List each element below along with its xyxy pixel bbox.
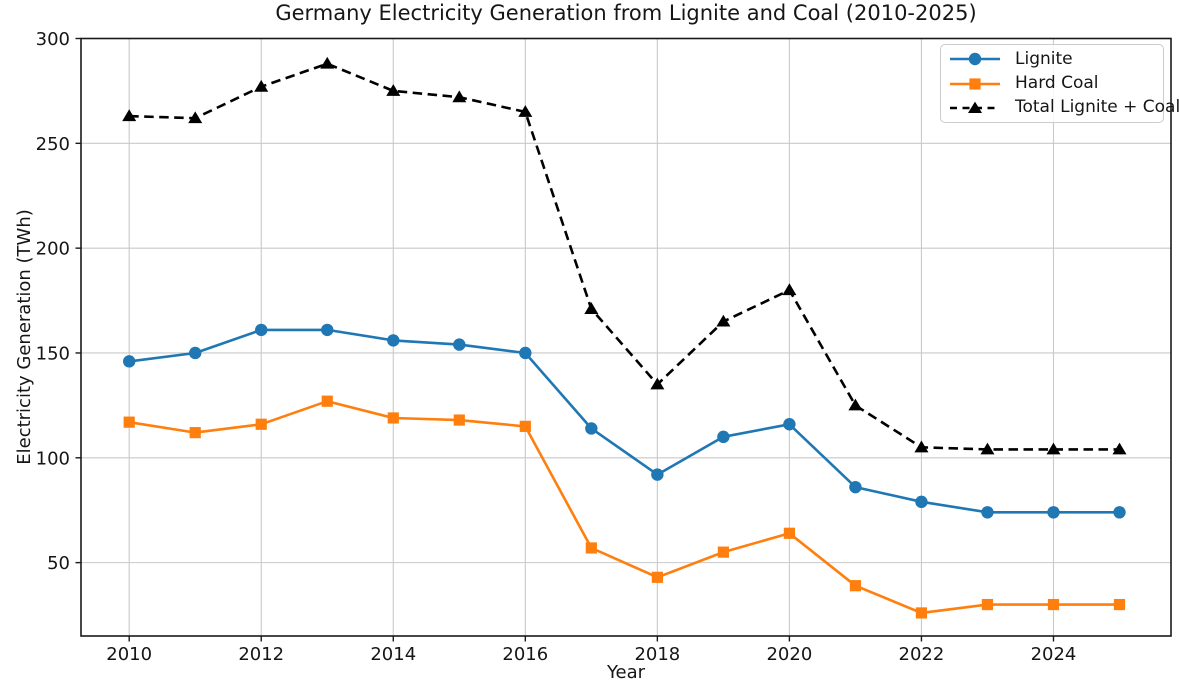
x-tick-label: 2022 xyxy=(899,644,945,665)
y-tick-label: 200 xyxy=(36,239,70,260)
legend-label-lignite: Lignite xyxy=(1015,48,1073,69)
y-tick-label: 150 xyxy=(36,343,70,364)
marker-total-lignite-coal xyxy=(188,111,203,124)
marker-total-lignite-coal xyxy=(518,105,533,117)
marker-lignite xyxy=(453,338,466,351)
marker-hard-coal xyxy=(585,542,597,554)
x-tick-label: 2024 xyxy=(1031,644,1077,665)
x-tick-label: 2018 xyxy=(634,644,680,665)
marker-total-lignite-coal xyxy=(782,283,797,296)
marker-lignite xyxy=(981,506,994,519)
marker-lignite xyxy=(651,468,664,481)
marker-hard-coal xyxy=(321,395,333,407)
marker-hard-coal xyxy=(981,598,994,611)
marker-total-lignite-coal xyxy=(254,79,269,92)
x-axis-label: Year xyxy=(606,662,646,682)
marker-hard-coal xyxy=(1113,598,1126,611)
marker-hard-coal xyxy=(651,571,663,583)
marker-lignite xyxy=(1047,506,1060,519)
legend-label-hard-coal: Hard Coal xyxy=(1015,73,1099,93)
lignite-line-circle-icon xyxy=(950,53,1000,66)
marker-hard-coal xyxy=(387,412,399,424)
marker-lignite xyxy=(321,323,334,337)
x-tick-label: 2014 xyxy=(370,644,416,665)
marker-lignite xyxy=(519,346,532,360)
plot-border xyxy=(80,37,1172,637)
marker-lignite xyxy=(585,422,598,435)
y-tick-label: 250 xyxy=(36,134,70,155)
chart-title: Germany Electricity Generation from Lign… xyxy=(275,1,976,25)
marker-hard-coal xyxy=(849,580,862,592)
x-tick-label: 2010 xyxy=(106,644,152,665)
marker-total-lignite-coal xyxy=(848,398,863,411)
marker-total-lignite-coal xyxy=(584,302,599,314)
marker-lignite xyxy=(717,430,730,444)
x-tick-label: 2016 xyxy=(502,644,548,665)
legend-item-lignite: Lignite xyxy=(948,47,1155,71)
marker-hard-coal xyxy=(717,546,729,558)
y-tick-label: 300 xyxy=(36,29,70,50)
marker-lignite xyxy=(189,346,202,360)
legend-label-total: Total Lignite + Coal xyxy=(1015,97,1179,118)
marker-total-lignite-coal xyxy=(716,314,731,327)
y-axis-label: Electricity Generation (TWh) xyxy=(14,209,35,465)
series-line-lignite xyxy=(129,328,1120,514)
legend-item-hard-coal: Hard Coal xyxy=(948,72,1155,96)
marker-hard-coal xyxy=(1047,598,1060,611)
marker-hard-coal xyxy=(189,427,201,439)
legend-item-total: Total Lignite + Coal xyxy=(948,96,1179,120)
marker-hard-coal xyxy=(453,414,465,426)
series-line-hard-coal xyxy=(128,399,1120,615)
marker-hard-coal xyxy=(519,420,531,432)
marker-total-lignite-coal xyxy=(452,90,467,103)
marker-total-lignite-coal xyxy=(980,442,995,455)
y-tick-label: 100 xyxy=(36,448,70,469)
marker-lignite xyxy=(915,495,928,509)
series-line-total-lignite-coal xyxy=(129,62,1120,451)
marker-total-lignite-coal xyxy=(320,56,335,69)
marker-total-lignite-coal xyxy=(1112,442,1127,455)
x-tick-label: 2020 xyxy=(766,644,812,665)
marker-hard-coal xyxy=(915,607,928,619)
marker-lignite xyxy=(783,418,796,431)
marker-total-lignite-coal xyxy=(386,84,401,96)
total-dashed-triangle-icon xyxy=(950,101,1000,113)
marker-hard-coal xyxy=(123,416,135,428)
marker-total-lignite-coal xyxy=(650,377,665,390)
hard-coal-line-square-icon xyxy=(950,77,1000,90)
marker-lignite xyxy=(1113,506,1126,519)
legend: Lignite Hard Coal Total Lignite + Coal xyxy=(940,44,1179,123)
marker-hard-coal xyxy=(255,418,267,430)
y-tick-label: 50 xyxy=(47,553,70,574)
marker-lignite xyxy=(255,323,268,337)
marker-total-lignite-coal xyxy=(122,109,137,122)
marker-lignite xyxy=(387,334,400,347)
marker-lignite xyxy=(849,480,862,494)
marker-hard-coal xyxy=(783,527,796,539)
x-tick-label: 2012 xyxy=(238,644,284,665)
marker-total-lignite-coal xyxy=(914,440,929,453)
marker-lignite xyxy=(122,355,136,368)
marker-total-lignite-coal xyxy=(1046,442,1061,455)
